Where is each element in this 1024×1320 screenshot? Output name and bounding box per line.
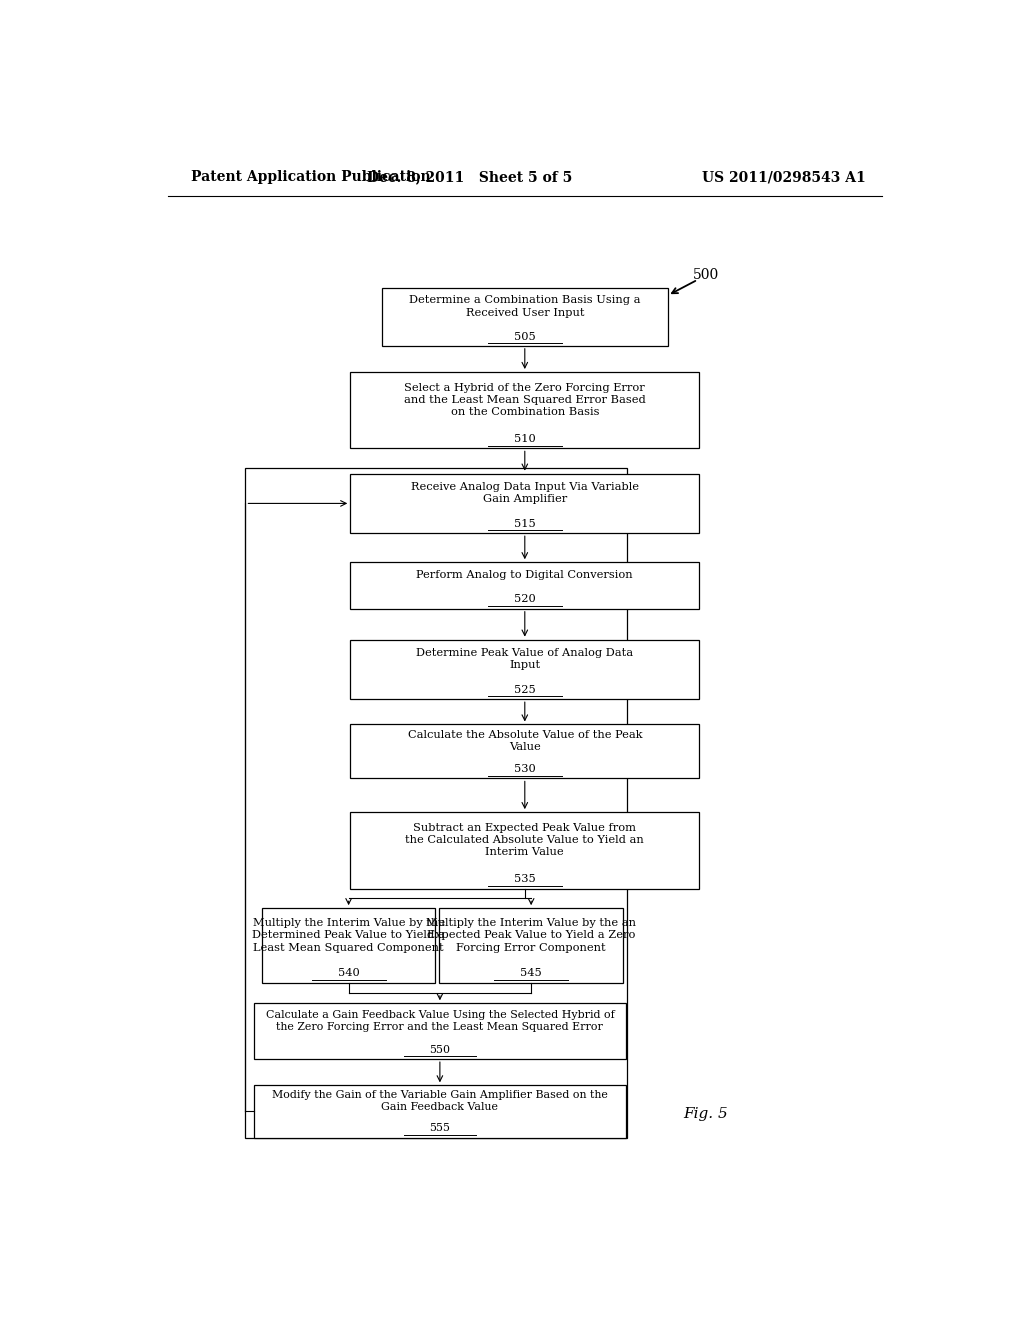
Text: Determine Peak Value of Analog Data
Input: Determine Peak Value of Analog Data Inpu… <box>416 648 634 671</box>
Text: Multiply the Interim Value by the
Determined Peak Value to Yield a
Least Mean Sq: Multiply the Interim Value by the Determ… <box>252 917 445 953</box>
Text: 510: 510 <box>514 434 536 444</box>
Bar <box>439 908 624 982</box>
Text: Determine a Combination Basis Using a
Received User Input: Determine a Combination Basis Using a Re… <box>409 296 641 318</box>
Bar <box>382 288 668 346</box>
Bar <box>350 562 699 609</box>
Bar <box>262 908 435 982</box>
Text: 550: 550 <box>429 1045 451 1055</box>
Text: 535: 535 <box>514 874 536 884</box>
Text: Calculate the Absolute Value of the Peak
Value: Calculate the Absolute Value of the Peak… <box>408 730 642 752</box>
Text: Fig. 5: Fig. 5 <box>683 1107 728 1121</box>
Bar <box>254 1085 626 1138</box>
Text: Modify the Gain of the Variable Gain Amplifier Based on the
Gain Feedback Value: Modify the Gain of the Variable Gain Amp… <box>272 1090 608 1113</box>
Bar <box>350 640 699 700</box>
Text: Patent Application Publication: Patent Application Publication <box>191 170 431 183</box>
Text: Receive Analog Data Input Via Variable
Gain Amplifier: Receive Analog Data Input Via Variable G… <box>411 482 639 504</box>
Text: 525: 525 <box>514 685 536 694</box>
Text: Calculate a Gain Feedback Value Using the Selected Hybrid of
the Zero Forcing Er: Calculate a Gain Feedback Value Using th… <box>265 1010 614 1032</box>
Text: 515: 515 <box>514 519 536 529</box>
Text: Perform Analog to Digital Conversion: Perform Analog to Digital Conversion <box>417 570 633 581</box>
Text: 555: 555 <box>429 1123 451 1133</box>
Bar <box>246 469 627 1138</box>
Text: Select a Hybrid of the Zero Forcing Error
and the Least Mean Squared Error Based: Select a Hybrid of the Zero Forcing Erro… <box>403 383 646 417</box>
Text: Dec. 8, 2011   Sheet 5 of 5: Dec. 8, 2011 Sheet 5 of 5 <box>367 170 571 183</box>
Text: 520: 520 <box>514 594 536 605</box>
Text: 505: 505 <box>514 331 536 342</box>
Bar <box>350 474 699 533</box>
Text: 545: 545 <box>520 969 542 978</box>
Text: Multiply the Interim Value by the an
Expected Peak Value to Yield a Zero
Forcing: Multiply the Interim Value by the an Exp… <box>426 917 636 953</box>
Bar <box>254 1003 626 1059</box>
Text: 500: 500 <box>692 268 719 282</box>
Text: Subtract an Expected Peak Value from
the Calculated Absolute Value to Yield an
I: Subtract an Expected Peak Value from the… <box>406 822 644 858</box>
Bar <box>350 372 699 449</box>
Bar <box>350 812 699 888</box>
Bar <box>350 725 699 779</box>
Text: 540: 540 <box>338 969 359 978</box>
Text: 530: 530 <box>514 764 536 774</box>
Text: US 2011/0298543 A1: US 2011/0298543 A1 <box>702 170 866 183</box>
